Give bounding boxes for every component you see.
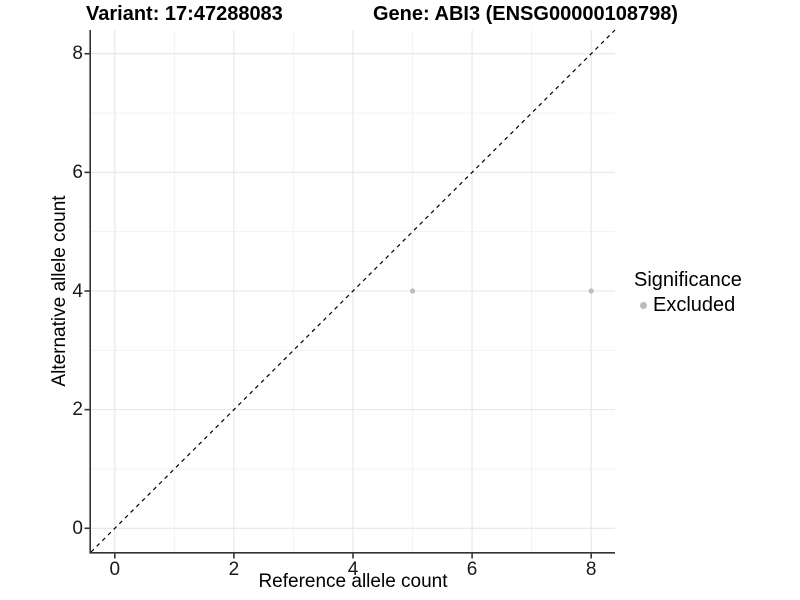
identity-line	[90, 29, 616, 553]
legend-key	[634, 296, 652, 314]
y-tick-label: 4	[72, 280, 83, 302]
gene-title: Gene: ABI3 (ENSG00000108798)	[373, 3, 678, 25]
y-tick-label: 6	[72, 161, 83, 183]
legend-item-label: Excluded	[653, 294, 736, 316]
y-tick-label: 2	[72, 399, 83, 421]
variant-title: Variant: 17:47288083	[86, 3, 283, 25]
y-tick-label: 0	[72, 517, 83, 539]
excluded-point-icon	[639, 301, 647, 309]
legend: Significance Excluded	[634, 269, 742, 316]
legend-item-excluded: Excluded	[634, 294, 742, 316]
data-point	[409, 288, 416, 294]
y-axis-title: Alternative allele count	[49, 195, 70, 387]
x-tick-label: 0	[109, 559, 121, 580]
x-tick-label: 2	[228, 559, 240, 580]
data-point	[588, 288, 594, 294]
x-axis-title: Reference allele count	[258, 571, 448, 592]
x-tick-label: 4	[347, 559, 359, 580]
y-tick-label: 8	[72, 43, 83, 65]
x-tick-label: 8	[585, 559, 597, 580]
legend-title: Significance	[634, 269, 742, 291]
x-tick-label: 6	[466, 559, 478, 580]
